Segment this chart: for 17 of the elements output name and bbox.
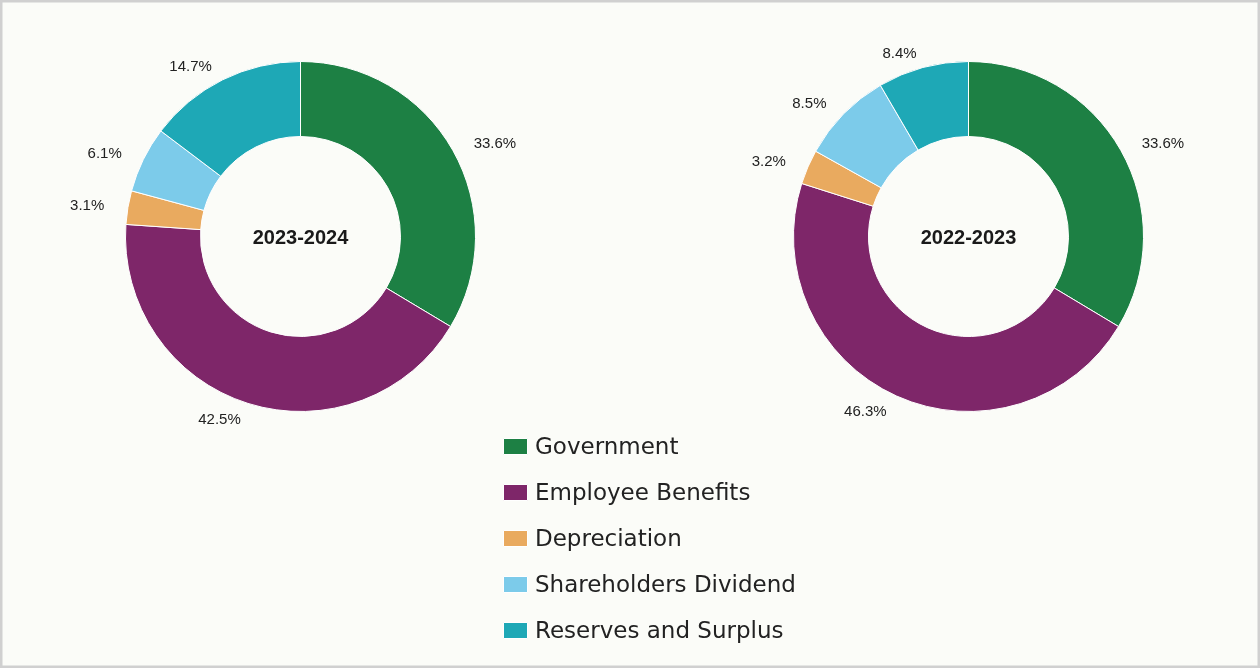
text: 2023-2024 [252,225,350,248]
legend-label: Government [535,433,679,459]
data-label: 14.7% [169,57,212,75]
legend-label: Depreciation [535,525,682,551]
data-label: 33.6% [1141,133,1185,151]
data-label: 3.1% [70,196,105,214]
legend-label: Reserves and Surplus [535,617,784,643]
data-label: 46.3% [844,402,887,420]
data-label: 33.6% [473,133,517,151]
data-label: 8.4% [882,43,917,61]
legend-label: Shareholders Dividend [535,571,796,597]
legend-label: Employee Benefits [535,479,751,505]
data-label: 8.5% [792,94,827,112]
data-label: 3.2% [751,152,786,170]
text: 2022-2023 [920,225,1017,248]
data-label: 42.5% [198,410,241,428]
data-label: 6.1% [87,143,122,161]
